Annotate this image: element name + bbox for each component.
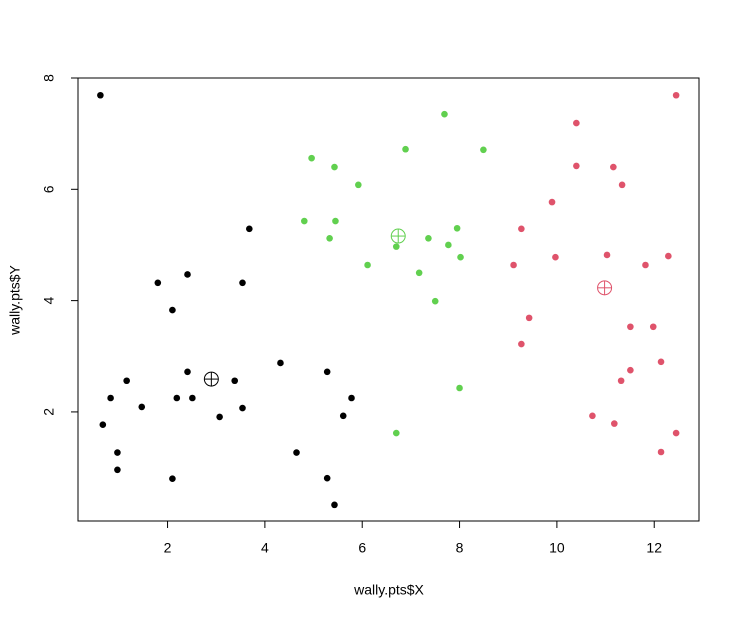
- point: [326, 234, 333, 242]
- point: [323, 474, 331, 482]
- point: [173, 394, 181, 402]
- point: [348, 394, 355, 402]
- point: [331, 501, 338, 509]
- x-tick-label: 6: [358, 540, 366, 556]
- y-axis-label: wally.pts$Y: [7, 264, 23, 335]
- point: [355, 181, 362, 189]
- point: [323, 368, 331, 376]
- point: [649, 323, 657, 331]
- point: [123, 377, 130, 385]
- point: [657, 448, 665, 456]
- point: [154, 279, 162, 287]
- point: [308, 154, 315, 162]
- y-tick-label: 6: [41, 185, 57, 193]
- point: [610, 163, 617, 171]
- point: [184, 368, 191, 376]
- point: [114, 449, 121, 456]
- point: [672, 91, 680, 99]
- x-tick-label: 8: [456, 540, 464, 556]
- point: [184, 271, 191, 278]
- point: [169, 475, 176, 483]
- point: [301, 217, 308, 225]
- point: [672, 429, 680, 437]
- point: [603, 251, 611, 259]
- point: [548, 198, 556, 206]
- point: [239, 279, 246, 287]
- point: [97, 91, 104, 99]
- point: [441, 110, 448, 118]
- point: [573, 162, 580, 170]
- point: [510, 261, 517, 269]
- x-tick-label: 10: [549, 540, 565, 556]
- point: [518, 340, 525, 348]
- point: [425, 234, 432, 242]
- point: [392, 429, 400, 437]
- y-tick-label: 2: [41, 408, 57, 416]
- point: [611, 420, 618, 427]
- point: [392, 243, 400, 250]
- x-tick-label: 12: [646, 540, 662, 556]
- point: [525, 314, 533, 322]
- point: [627, 366, 634, 374]
- point: [138, 403, 146, 411]
- point: [339, 412, 347, 420]
- point: [665, 252, 672, 260]
- point: [657, 358, 665, 366]
- point: [456, 384, 463, 392]
- point: [480, 146, 487, 154]
- point: [589, 412, 596, 420]
- point: [445, 241, 452, 249]
- point: [216, 413, 223, 421]
- point: [573, 119, 580, 127]
- point: [618, 181, 626, 189]
- point: [518, 225, 525, 233]
- point: [453, 224, 461, 232]
- point: [246, 225, 253, 233]
- centroid: [597, 280, 613, 296]
- x-axis-label: wally.pts$X: [353, 582, 424, 598]
- plot-frame: [77, 77, 700, 522]
- point: [239, 404, 246, 412]
- point: [99, 421, 107, 429]
- point: [402, 145, 409, 153]
- point: [364, 261, 371, 269]
- point: [189, 394, 196, 402]
- centroid: [390, 228, 406, 244]
- point: [107, 394, 114, 402]
- point: [552, 253, 559, 261]
- point: [293, 449, 300, 456]
- x-tick-label: 4: [261, 540, 269, 556]
- centroid: [203, 371, 219, 387]
- point: [415, 269, 423, 277]
- point: [169, 306, 176, 314]
- point: [617, 377, 625, 385]
- point: [331, 163, 338, 171]
- point: [642, 261, 649, 269]
- point: [332, 217, 339, 225]
- x-tick-label: 2: [164, 540, 172, 556]
- point: [627, 323, 634, 331]
- point: [277, 359, 284, 367]
- point: [231, 377, 239, 385]
- y-tick-label: 4: [41, 297, 57, 305]
- point: [457, 253, 464, 261]
- point: [114, 466, 121, 474]
- y-tick-label: 8: [41, 74, 57, 82]
- point: [431, 297, 439, 305]
